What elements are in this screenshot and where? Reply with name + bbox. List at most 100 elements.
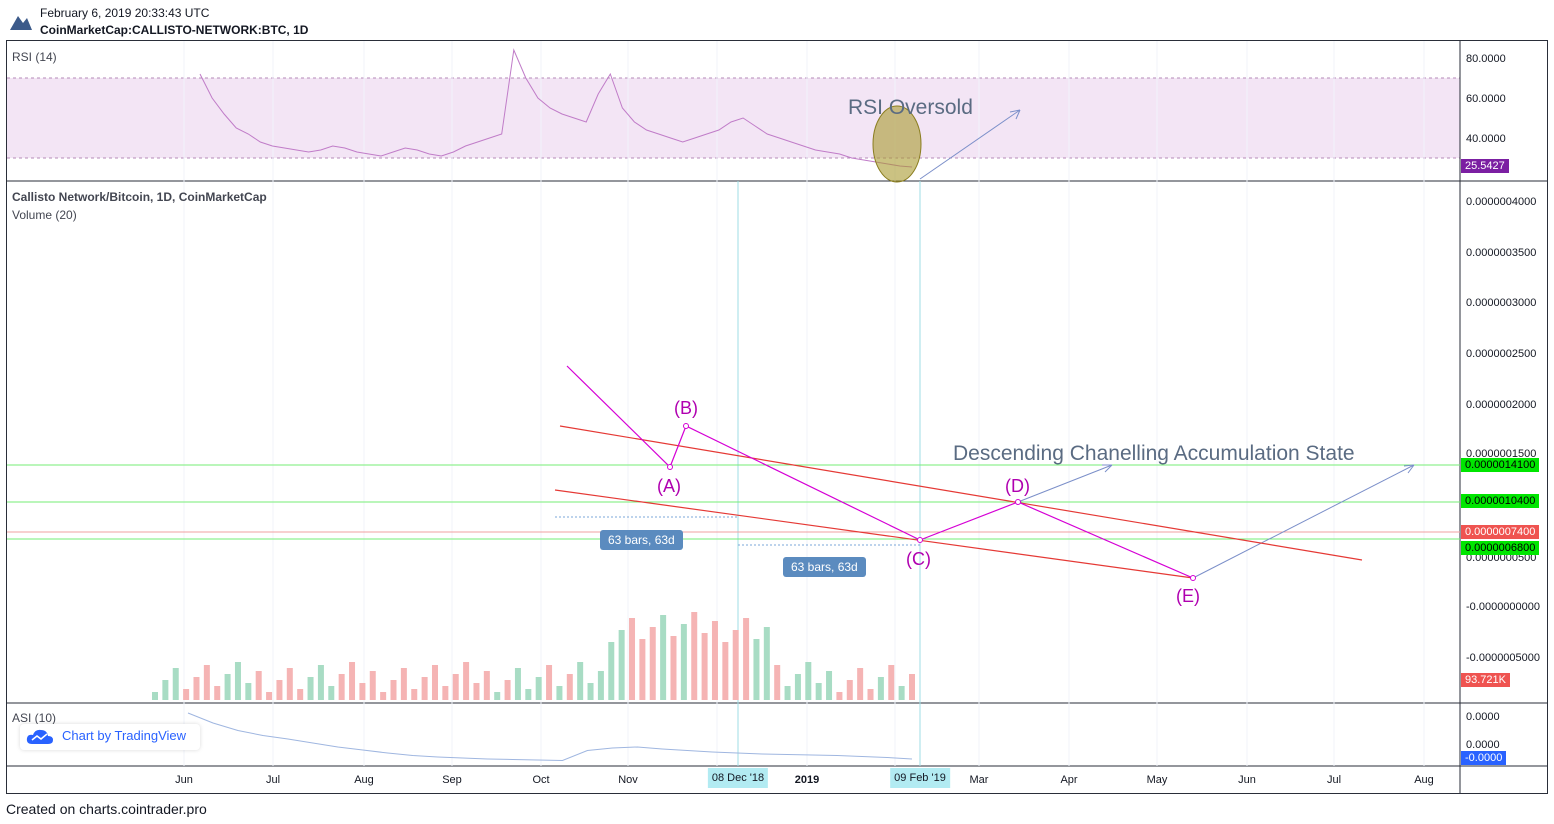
volume-bar [421,677,428,700]
volume-bar [732,630,739,700]
volume-bar [794,674,801,700]
price-axis-tick: -0.0000005000 [1466,652,1541,664]
volume-bar [431,665,438,700]
volume-bar [504,680,511,700]
price-axis-tick: 0.0000003500 [1466,247,1537,259]
volume-bar [152,692,158,700]
volume-bar [514,668,521,700]
month-label: Jun [1238,774,1256,786]
volume-bar [815,683,822,700]
price-axis-tick: 0.0000002500 [1466,348,1537,360]
date-box-dec: 08 Dec '18 [707,768,769,788]
volume-bar [898,686,905,700]
rsi-arrowhead [1009,109,1021,120]
month-label: Aug [1414,774,1434,786]
volume-bar [349,662,356,700]
rsi-projection-arrow [919,109,1021,180]
arrowhead-2 [1403,464,1415,474]
volume-bars [152,612,915,700]
volume-bar [546,665,553,700]
volume-bar [691,612,698,700]
channel-upper [559,425,1363,561]
wave-point-c [917,537,923,543]
volume-bar [867,689,874,700]
volume-bar [763,627,770,700]
volume-bar [774,665,781,700]
watermark-text: Chart by TradingView [62,728,187,743]
volume-bar [670,636,677,700]
volume-bar [452,674,459,700]
volume-bar [255,671,262,700]
volume-bar [701,633,708,700]
volume-bar [909,674,915,700]
arrowhead-1 [1102,464,1113,473]
cloud-icon [26,729,53,744]
main-pane-label: Callisto Network/Bitcoin, 1D, CoinMarket… [12,190,267,204]
volume-bar [286,668,293,700]
volume-bar [473,683,480,700]
volume-bar [846,680,853,700]
volume-bar [639,639,646,700]
level-box-2: 0.0000010400 [1461,494,1540,508]
rsi-band [7,78,1460,158]
rsi-pane-label: RSI (14) [12,50,57,64]
asi-value-box: -0.0000 [1461,751,1507,765]
volume-bar [494,692,501,700]
volume-bar [442,686,449,700]
volume-bar [266,692,273,700]
volume-bar [317,665,324,700]
wave-point-e [1190,575,1196,581]
volume-bar [784,686,791,700]
price-axis-tick: 0.0000002000 [1466,399,1537,411]
volume-bar [753,639,760,700]
price-axis-tick: 0.0000000500 [1466,552,1537,564]
snapshot-date: February 6, 2019 20:33:43 UTC [40,6,210,20]
bar-range-label-2: 63 bars, 63d [783,557,866,577]
wave-point-b [683,423,689,429]
volume-bar [172,668,179,700]
volume-bar [400,668,407,700]
tradingview-watermark[interactable]: Chart by TradingView [20,724,200,750]
volume-bar [680,624,687,700]
grid-lines [183,41,1425,766]
price-axis-tick: 0.0000004000 [1466,196,1537,208]
level-box-4: 0.0000006800 [1461,541,1540,555]
symbol-title: CoinMarketCap:CALLISTO-NETWORK:BTC, 1D [40,23,309,37]
volume-bar [660,615,667,700]
volume-bar [183,689,190,700]
volume-bar [380,692,387,700]
date-box-feb: 09 Feb '19 [890,768,950,788]
wave-label-a: (A) [657,476,681,496]
month-label: Nov [618,774,638,786]
footer-credit: Created on charts.cointrader.pro [6,801,207,817]
wave-label-b: (B) [674,398,698,418]
rsi-axis-tick: 60.0000 [1466,93,1506,105]
volume-bar [577,662,584,700]
bar-range-label-1: 63 bars, 63d [600,530,683,550]
month-label: Oct [532,774,550,786]
month-label: Jun [175,774,193,786]
projection-arrow-2 [1192,464,1415,579]
month-label: Apr [1060,774,1078,786]
month-label: Jul [265,774,281,786]
tradingview-logo-icon [10,16,32,30]
volume-bar [857,668,864,700]
rsi-axis-tick: 40.0000 [1466,133,1506,145]
wave-cde [919,501,1194,579]
volume-bar [711,621,718,700]
chart-header: February 6, 2019 20:33:43 UTC CoinMarket… [0,0,1554,40]
volume-bar [566,674,573,700]
volume-bar [193,677,200,700]
asi-line [187,712,913,762]
volume-bar [483,671,490,700]
channel-lower [554,489,1194,579]
rsi-value-box: 25.5427 [1461,159,1509,173]
wave-label-d: (D) [1005,476,1030,496]
wave-abc [566,365,921,541]
volume-bar [722,642,729,700]
wave-point-d [1015,499,1021,505]
asi-axis-tick: 0.0000 [1466,711,1500,723]
volume-bar [297,689,304,700]
volume-bar [877,677,884,700]
